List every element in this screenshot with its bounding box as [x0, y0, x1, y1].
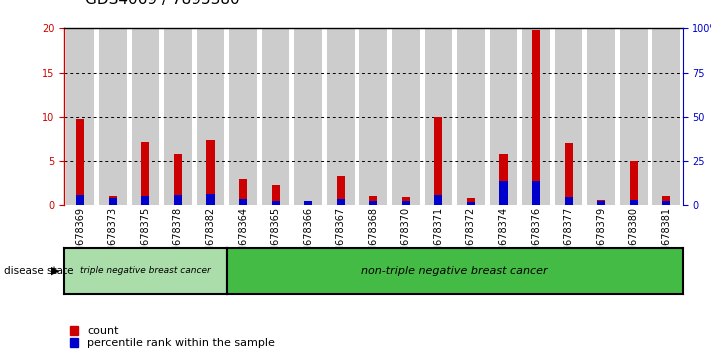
Bar [434, 117, 442, 205]
Text: triple negative breast cancer: triple negative breast cancer [80, 266, 210, 275]
Bar [262, 28, 289, 205]
Bar [402, 201, 410, 205]
Bar [174, 154, 182, 205]
Bar [532, 30, 540, 205]
Bar [565, 198, 572, 205]
Text: disease state: disease state [4, 266, 73, 276]
Bar [499, 154, 508, 205]
Bar [662, 195, 670, 205]
Bar [653, 28, 680, 205]
Bar [369, 201, 378, 205]
Bar [369, 196, 378, 205]
Bar [457, 28, 485, 205]
Bar [239, 199, 247, 205]
Bar [272, 201, 279, 205]
Bar [490, 28, 518, 205]
Bar [555, 28, 582, 205]
Bar [597, 200, 605, 205]
Bar [532, 181, 540, 205]
Bar [294, 28, 322, 205]
Bar [229, 28, 257, 205]
Bar [597, 201, 605, 205]
Bar [76, 120, 85, 205]
Bar [402, 198, 410, 205]
Legend: count, percentile rank within the sample: count, percentile rank within the sample [70, 326, 275, 348]
Bar [206, 140, 215, 205]
Bar [424, 28, 452, 205]
Bar [141, 142, 149, 205]
Bar [141, 196, 149, 205]
Text: non-triple negative breast cancer: non-triple negative breast cancer [361, 266, 548, 276]
Bar [630, 161, 638, 205]
Bar [239, 179, 247, 205]
Bar [336, 176, 345, 205]
Bar [499, 181, 508, 205]
Bar [467, 202, 475, 205]
Bar [174, 195, 182, 205]
Bar [304, 202, 312, 205]
Text: GDS4069 / 7895380: GDS4069 / 7895380 [85, 0, 240, 7]
Bar [164, 28, 192, 205]
Bar [662, 201, 670, 205]
Bar [392, 28, 419, 205]
Bar [327, 28, 355, 205]
Bar [99, 28, 127, 205]
Bar [522, 28, 550, 205]
Bar [620, 28, 648, 205]
Bar [587, 28, 615, 205]
Bar [336, 199, 345, 205]
Bar [360, 28, 387, 205]
Text: ▶: ▶ [51, 266, 60, 276]
Bar [467, 198, 475, 205]
Bar [434, 195, 442, 205]
Bar [206, 194, 215, 205]
Bar [109, 198, 117, 205]
Bar [76, 195, 85, 205]
Bar [272, 185, 279, 205]
Bar [197, 28, 225, 205]
Bar [66, 28, 94, 205]
Bar [304, 201, 312, 205]
Bar [630, 200, 638, 205]
Bar [132, 28, 159, 205]
Bar [109, 196, 117, 205]
Bar [565, 143, 572, 205]
